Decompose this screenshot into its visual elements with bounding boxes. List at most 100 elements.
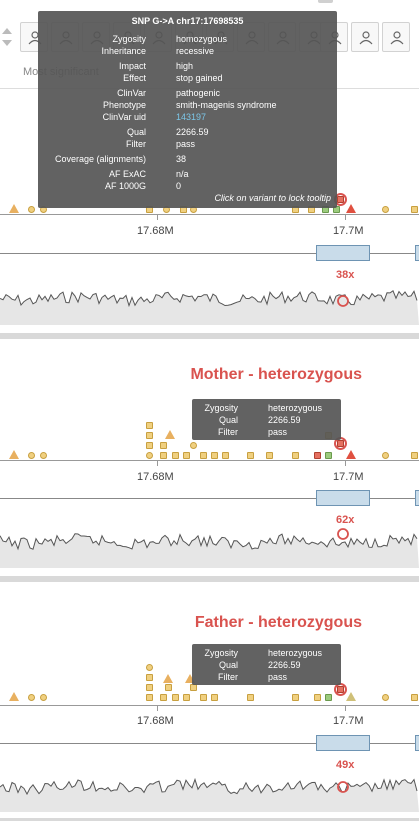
- variant-marker[interactable]: [146, 664, 153, 671]
- axis-tick-label: 17.7M: [333, 471, 364, 483]
- variant-marker[interactable]: [382, 694, 389, 701]
- variant-marker[interactable]: [325, 694, 332, 701]
- variant-marker[interactable]: [266, 452, 273, 459]
- variant-marker[interactable]: [183, 452, 190, 459]
- variant-marker[interactable]: [9, 692, 19, 701]
- top-bar-remnant: [318, 0, 333, 3]
- filter-button-12[interactable]: [351, 22, 379, 52]
- user-icon: [390, 31, 404, 45]
- variant-marker[interactable]: [411, 694, 418, 701]
- tooltip-value: 2266.59: [268, 660, 301, 670]
- variant-marker[interactable]: [190, 684, 197, 691]
- variant-marker[interactable]: [314, 452, 321, 459]
- variant-marker[interactable]: [146, 422, 153, 429]
- variant-marker[interactable]: [146, 432, 153, 439]
- coverage-track[interactable]: [0, 766, 419, 812]
- panel-title: Mother - heterozygous: [190, 366, 362, 383]
- variant-marker[interactable]: [382, 206, 389, 213]
- variant-marker[interactable]: [211, 452, 218, 459]
- variant-marker[interactable]: [40, 694, 47, 701]
- variant-marker[interactable]: [222, 452, 229, 459]
- tooltip-key: Effect: [123, 73, 146, 83]
- variant-marker[interactable]: [346, 450, 356, 459]
- variant-marker[interactable]: [346, 692, 356, 701]
- coverage-track[interactable]: [0, 520, 419, 568]
- variant-marker[interactable]: [411, 206, 418, 213]
- selected-variant-marker[interactable]: [337, 686, 344, 693]
- gene-exon[interactable]: [316, 245, 370, 261]
- variant-marker[interactable]: [165, 430, 175, 439]
- variant-marker[interactable]: [9, 450, 19, 459]
- variant-marker[interactable]: [28, 206, 35, 213]
- selected-variant-marker[interactable]: [337, 196, 344, 203]
- axis-tick-label: 17.68M: [137, 715, 174, 727]
- variant-marker[interactable]: [160, 452, 167, 459]
- variant-marker[interactable]: [165, 684, 172, 691]
- updown-chevron-icon[interactable]: [0, 22, 14, 52]
- variant-marker[interactable]: [146, 684, 153, 691]
- variant-marker[interactable]: [411, 452, 418, 459]
- variant-marker[interactable]: [28, 694, 35, 701]
- variant-marker[interactable]: [146, 674, 153, 681]
- gene-track-line: [0, 743, 419, 744]
- tooltip-value: recessive: [176, 46, 215, 56]
- variant-marker[interactable]: [200, 452, 207, 459]
- variant-marker[interactable]: [325, 452, 332, 459]
- axis-tick: [345, 215, 346, 220]
- tooltip-key: AF 1000G: [104, 181, 146, 191]
- variant-marker[interactable]: [160, 694, 167, 701]
- tooltip-value: high: [176, 61, 194, 71]
- variant-marker[interactable]: [9, 204, 19, 213]
- gene-exon[interactable]: [415, 735, 419, 751]
- tooltip-key: Filter: [126, 139, 146, 149]
- gene-exon[interactable]: [316, 735, 370, 751]
- variant-marker[interactable]: [185, 674, 195, 683]
- variant-marker[interactable]: [382, 452, 389, 459]
- axis-tick: [345, 461, 346, 466]
- bottom-border: [0, 818, 419, 821]
- coverage-track[interactable]: [0, 277, 419, 325]
- variant-marker[interactable]: [183, 694, 190, 701]
- variant-marker[interactable]: [292, 694, 299, 701]
- variant-marker[interactable]: [292, 452, 299, 459]
- tooltip-key: Zygosity: [204, 648, 238, 658]
- variant-marker[interactable]: [146, 442, 153, 449]
- variant-marker[interactable]: [247, 694, 254, 701]
- variant-marker[interactable]: [172, 452, 179, 459]
- coverage-marker: [337, 781, 349, 793]
- variant-marker[interactable]: [160, 442, 167, 449]
- tooltip-key: Coverage (alignments): [54, 154, 146, 164]
- variant-tooltip: Zygosity heterozygous Qual 2266.59 Filte…: [192, 644, 341, 685]
- gene-exon[interactable]: [415, 245, 419, 261]
- selected-variant-marker[interactable]: [337, 440, 344, 447]
- variant-marker[interactable]: [346, 204, 356, 213]
- variant-marker[interactable]: [146, 694, 153, 701]
- variant-marker[interactable]: [190, 442, 197, 449]
- filter-button-13[interactable]: [382, 22, 410, 52]
- gene-exon[interactable]: [415, 490, 419, 506]
- panel-proband: 17.68M 17.7M 38x: [0, 180, 419, 330]
- tooltip-value: heterozygous: [268, 648, 323, 658]
- tooltip-value: heterozygous: [268, 403, 323, 413]
- tooltip-key: Zygosity: [204, 403, 238, 413]
- gene-exon[interactable]: [316, 490, 370, 506]
- tooltip-key: ClinVar: [117, 88, 146, 98]
- coverage-label: 62x: [336, 514, 355, 526]
- coverage-marker: [337, 295, 349, 307]
- variant-marker[interactable]: [40, 452, 47, 459]
- gene-track-line: [0, 498, 419, 499]
- clinvar-link[interactable]: 143197: [176, 112, 207, 122]
- variant-marker[interactable]: [247, 452, 254, 459]
- variant-marker[interactable]: [163, 674, 173, 683]
- variant-marker[interactable]: [211, 694, 218, 701]
- tooltip-key: AF ExAC: [108, 169, 146, 179]
- variant-marker[interactable]: [172, 694, 179, 701]
- variant-marker[interactable]: [28, 452, 35, 459]
- tooltip-key: Impact: [118, 61, 146, 71]
- variant-marker[interactable]: [146, 452, 153, 459]
- variant-marker[interactable]: [314, 694, 321, 701]
- tooltip-key: Inheritance: [101, 46, 146, 56]
- panel-father: Father - heterozygous 17.68M 17.7M 49x Z…: [0, 583, 419, 819]
- axis-tick: [157, 461, 158, 466]
- variant-marker[interactable]: [200, 694, 207, 701]
